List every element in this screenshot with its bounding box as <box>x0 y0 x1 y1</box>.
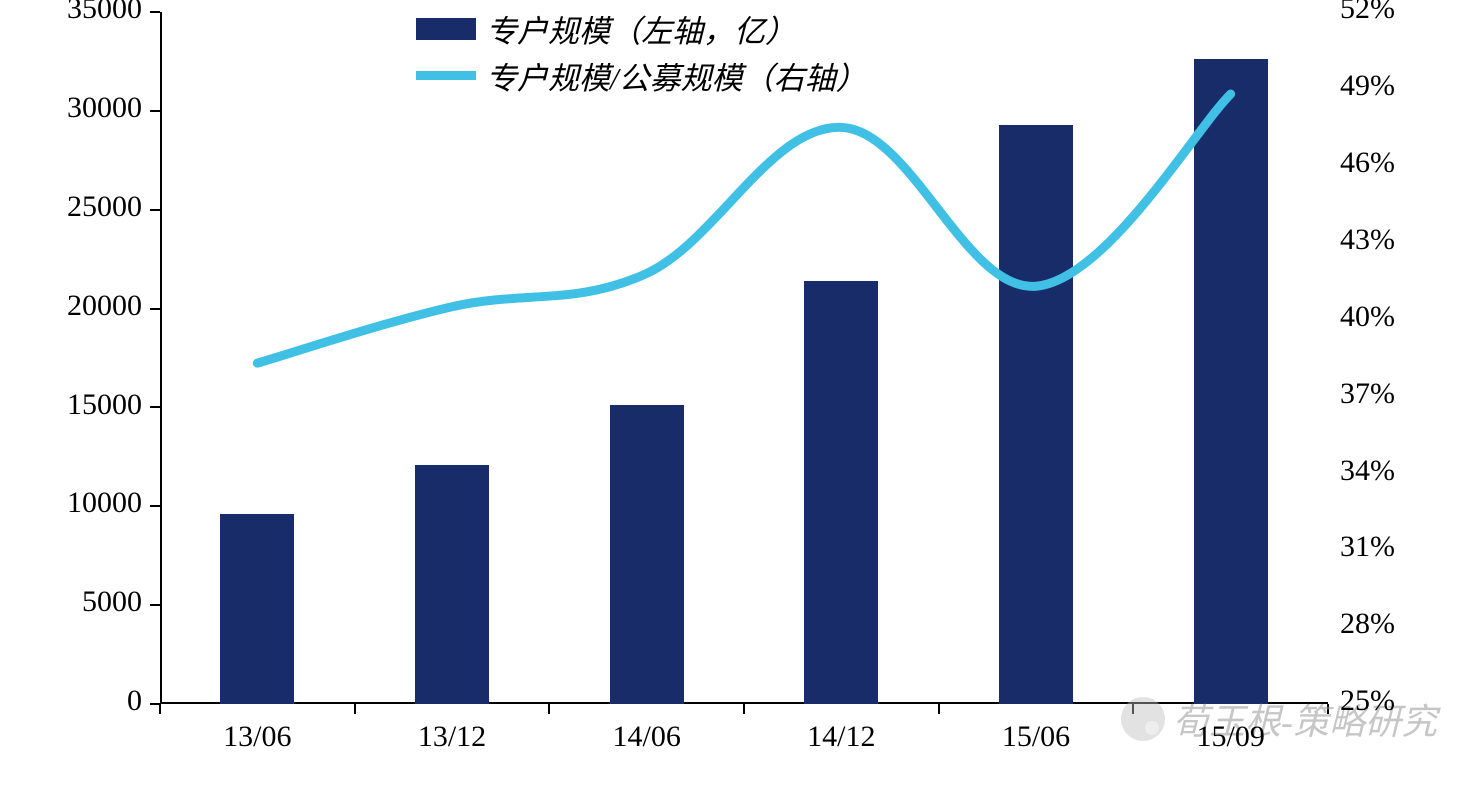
x-label: 14/06 <box>577 720 717 754</box>
y-left-label: 35000 <box>0 0 142 26</box>
y-left-label: 5000 <box>0 585 142 619</box>
y-left-label: 0 <box>0 684 142 718</box>
y-right-label: 49% <box>1340 69 1395 103</box>
x-label: 15/09 <box>1161 720 1301 754</box>
y-left-tick <box>150 11 160 13</box>
x-tick <box>743 704 745 714</box>
x-tick <box>938 704 940 714</box>
legend-item-line: 专户规模/公募规模（右轴） <box>416 53 867 98</box>
y-right-label: 40% <box>1340 300 1395 334</box>
x-tick <box>354 704 356 714</box>
x-label: 14/12 <box>771 720 911 754</box>
x-tick <box>159 704 161 714</box>
plot-area <box>160 12 1328 704</box>
y-left-label: 30000 <box>0 91 142 125</box>
y-right-label: 37% <box>1340 377 1395 411</box>
y-right-label: 46% <box>1340 146 1395 180</box>
y-left-tick <box>150 406 160 408</box>
y-right-label: 25% <box>1340 684 1395 718</box>
y-left-label: 10000 <box>0 486 142 520</box>
y-left-tick <box>150 505 160 507</box>
y-left-tick <box>150 209 160 211</box>
chart-container: 专户规模（左轴，亿） 专户规模/公募规模（右轴） 荀玉根-策略研究 050001… <box>0 0 1477 805</box>
y-left-label: 20000 <box>0 289 142 323</box>
y-left-tick <box>150 308 160 310</box>
legend-line-label: 专户规模/公募规模（右轴） <box>486 53 867 98</box>
y-right-label: 52% <box>1340 0 1395 26</box>
y-right-label: 28% <box>1340 607 1395 641</box>
legend: 专户规模（左轴，亿） 专户规模/公募规模（右轴） <box>416 6 867 98</box>
y-right-label: 31% <box>1340 530 1395 564</box>
y-left-label: 25000 <box>0 190 142 224</box>
y-right-label: 43% <box>1340 223 1395 257</box>
x-tick <box>548 704 550 714</box>
legend-item-bar: 专户规模（左轴，亿） <box>416 6 867 51</box>
wechat-icon <box>1121 697 1165 741</box>
y-right-label: 34% <box>1340 454 1395 488</box>
legend-swatch-line <box>416 71 476 80</box>
line-series <box>160 12 1328 704</box>
x-label: 13/12 <box>382 720 522 754</box>
y-left-tick <box>150 604 160 606</box>
y-left-tick <box>150 110 160 112</box>
x-label: 13/06 <box>187 720 327 754</box>
x-label: 15/06 <box>966 720 1106 754</box>
legend-bar-label: 专户规模（左轴，亿） <box>486 6 796 51</box>
legend-swatch-bar <box>416 18 476 40</box>
y-left-label: 15000 <box>0 388 142 422</box>
